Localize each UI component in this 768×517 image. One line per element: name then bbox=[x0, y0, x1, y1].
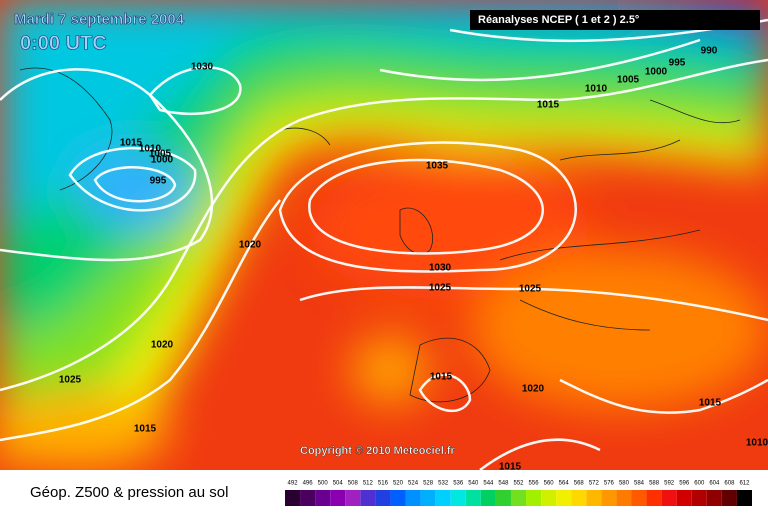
legend-swatch bbox=[556, 490, 572, 506]
legend-swatch bbox=[706, 490, 722, 506]
legend-label: 504 bbox=[333, 481, 344, 487]
isobar-label: 1030 bbox=[429, 263, 452, 274]
isobar-label: 1010 bbox=[746, 438, 768, 449]
legend-label: 584 bbox=[634, 481, 645, 487]
isobar-label: 1025 bbox=[429, 283, 452, 294]
isobar-label: 1015 bbox=[120, 138, 143, 149]
legend-swatch bbox=[510, 490, 527, 506]
legend-swatch bbox=[465, 490, 481, 506]
isobar-label: 1025 bbox=[59, 375, 82, 386]
isobar-label: 1020 bbox=[522, 384, 545, 395]
legend-label: 520 bbox=[393, 481, 404, 487]
legend-label: 592 bbox=[664, 481, 675, 487]
legend-swatch bbox=[495, 490, 511, 506]
source-box bbox=[470, 10, 760, 30]
legend-label: 564 bbox=[559, 481, 570, 487]
legend-swatch bbox=[571, 490, 587, 506]
legend-swatch bbox=[676, 490, 692, 506]
legend-label: 580 bbox=[619, 481, 630, 487]
legend-swatch bbox=[405, 490, 421, 506]
isobar-label: 1000 bbox=[151, 155, 174, 166]
isobar-label: 1010 bbox=[139, 144, 162, 155]
isobar-label: 1020 bbox=[239, 240, 262, 251]
legend-label: 612 bbox=[739, 481, 750, 487]
legend-label: 556 bbox=[529, 481, 540, 487]
isobar-label: 1005 bbox=[617, 75, 640, 86]
legend-label: 508 bbox=[348, 481, 359, 487]
legend-label: 540 bbox=[468, 481, 479, 487]
legend-swatch bbox=[360, 490, 376, 506]
legend-label: 536 bbox=[453, 481, 464, 487]
isobar-label: 995 bbox=[150, 176, 167, 187]
legend-swatch bbox=[691, 490, 707, 506]
legend-swatch bbox=[526, 490, 542, 506]
isobar-label: 995 bbox=[669, 58, 686, 69]
legend-label: 568 bbox=[574, 481, 585, 487]
isobar-label: 1015 bbox=[134, 424, 157, 435]
isobar-label: 1015 bbox=[499, 462, 522, 473]
legend-swatch bbox=[330, 490, 346, 506]
isobar-label: 1010 bbox=[585, 84, 608, 95]
legend-label: 492 bbox=[288, 481, 299, 487]
legend-label: 548 bbox=[498, 481, 509, 487]
legend-swatch bbox=[721, 490, 737, 506]
isobar-label: 990 bbox=[701, 46, 718, 57]
legend-label: 524 bbox=[408, 481, 419, 487]
isobar-label: 1015 bbox=[537, 100, 560, 111]
legend-swatch bbox=[646, 490, 662, 506]
legend-label: 544 bbox=[483, 481, 494, 487]
isobar-label: 1020 bbox=[151, 340, 174, 351]
isobar-label: 1025 bbox=[519, 284, 542, 295]
copyright: Copyright © 2010 Meteociel.fr bbox=[300, 445, 456, 457]
legend-label: 596 bbox=[679, 481, 690, 487]
isobar-label: 1000 bbox=[645, 67, 668, 78]
isobar-label: 1015 bbox=[699, 398, 722, 409]
legend-swatch bbox=[616, 490, 632, 506]
legend-swatch bbox=[480, 490, 496, 506]
isobar-label: 1030 bbox=[191, 62, 214, 73]
legend-label: 512 bbox=[363, 481, 374, 487]
legend-swatch bbox=[420, 490, 436, 506]
legend-label: 516 bbox=[378, 481, 389, 487]
isobar-label: 1005 bbox=[149, 149, 172, 160]
legend-label: 560 bbox=[544, 481, 555, 487]
isobar-label: 1015 bbox=[430, 372, 453, 383]
legend-label: 600 bbox=[694, 481, 705, 487]
legend-swatch bbox=[450, 490, 466, 506]
legend-swatch bbox=[601, 490, 617, 506]
legend-label: 528 bbox=[423, 481, 434, 487]
map-time: 0:00 UTC bbox=[20, 32, 107, 54]
legend-label: 604 bbox=[709, 481, 720, 487]
legend-swatch bbox=[315, 490, 331, 506]
legend-swatch bbox=[285, 490, 301, 506]
legend-swatch bbox=[541, 490, 557, 506]
field: 1030990995100010051010101510151010100510… bbox=[0, 0, 768, 473]
legend-label: 500 bbox=[318, 481, 329, 487]
legend-swatch bbox=[435, 490, 451, 506]
legend-label: 572 bbox=[589, 481, 600, 487]
legend-swatch bbox=[375, 490, 391, 506]
legend-swatch bbox=[661, 490, 677, 506]
legend-swatch bbox=[390, 490, 406, 506]
legend-label: 496 bbox=[303, 481, 314, 487]
legend-label: 608 bbox=[724, 481, 735, 487]
map-title: Mardi 7 septembre 2004 bbox=[14, 11, 185, 28]
legend-swatch bbox=[631, 490, 647, 506]
legend-label: 532 bbox=[438, 481, 449, 487]
legend-label: 588 bbox=[649, 481, 660, 487]
legend-swatch bbox=[300, 490, 316, 506]
legend-swatch bbox=[586, 490, 602, 506]
legend-label: 576 bbox=[604, 481, 615, 487]
caption: Géop. Z500 & pression au sol bbox=[30, 484, 228, 501]
source: Réanalyses NCEP ( 1 et 2 ) 2.5° bbox=[478, 14, 639, 26]
legend-swatch bbox=[736, 490, 752, 506]
legend-swatch bbox=[345, 490, 361, 506]
isobar-label: 1035 bbox=[426, 161, 449, 172]
legend-label: 552 bbox=[513, 481, 524, 487]
